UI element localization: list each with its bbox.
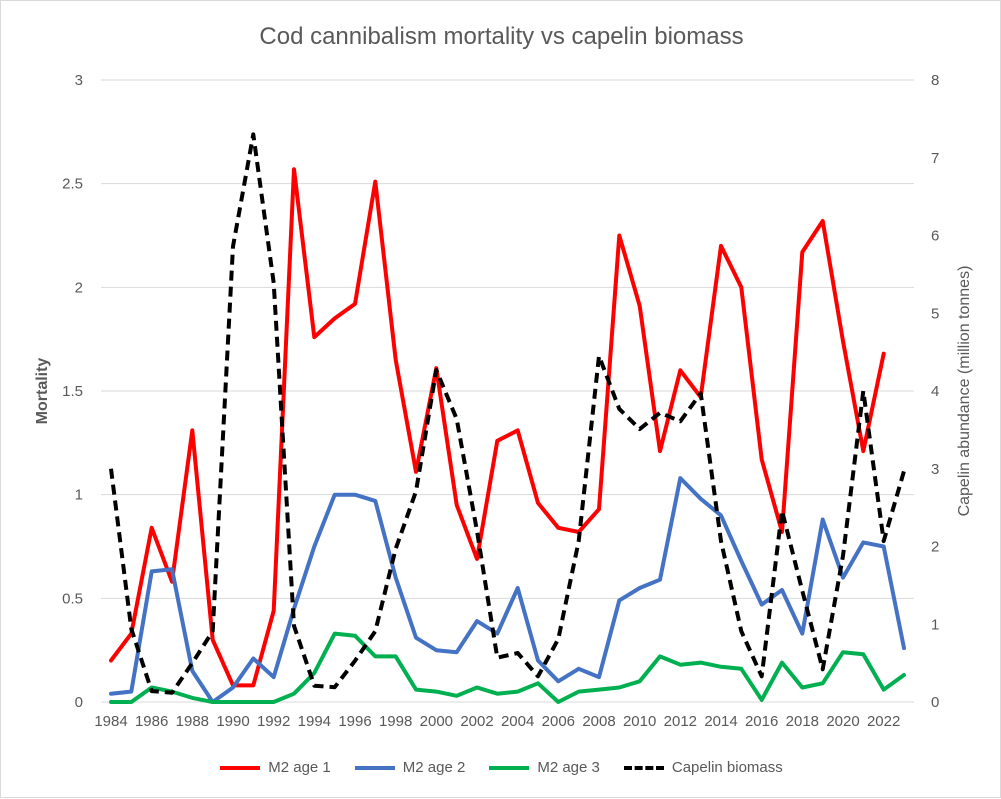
legend-item: Capelin biomass [624, 759, 783, 776]
y-tick-label: 0.5 [62, 590, 83, 607]
x-tick-label: 2008 [582, 713, 615, 730]
y2-tick-label: 3 [931, 461, 939, 478]
legend-swatch [355, 766, 395, 770]
y2-tick-label: 8 [931, 72, 939, 89]
x-tick-label: 2012 [664, 713, 697, 730]
x-tick-label: 2002 [460, 713, 493, 730]
legend-swatch [624, 766, 664, 770]
y2-tick-label: 1 [931, 616, 939, 633]
y-tick-label: 1.5 [62, 383, 83, 400]
legend: M2 age 1 M2 age 2 M2 age 3 Capelin biomass [1, 759, 1001, 776]
y-tick-label: 1 [75, 487, 83, 504]
x-tick-label: 2020 [826, 713, 859, 730]
y-tick-label: 2.5 [62, 176, 83, 193]
y2-tick-label: 6 [931, 228, 939, 245]
x-tick-label: 1998 [379, 713, 412, 730]
y2-tick-label: 5 [931, 305, 939, 322]
x-tick-label: 2000 [420, 713, 453, 730]
legend-swatch [220, 766, 260, 770]
y2-tick-label: 2 [931, 539, 939, 556]
y-tick-label: 2 [75, 279, 83, 296]
x-tick-label: 2016 [745, 713, 778, 730]
y2-tick-label: 7 [931, 150, 939, 167]
y-tick-label: 0 [75, 694, 83, 711]
x-tick-label: 1996 [338, 713, 371, 730]
x-tick-label: 2010 [623, 713, 656, 730]
x-tick-label: 1992 [257, 713, 290, 730]
x-tick-label: 1988 [176, 713, 209, 730]
legend-label: M2 age 3 [537, 759, 600, 776]
x-tick-label: 1990 [216, 713, 249, 730]
series-line-m2-age-1 [111, 169, 884, 685]
x-tick-label: 2022 [867, 713, 900, 730]
legend-item: M2 age 3 [489, 759, 600, 776]
legend-item: M2 age 2 [355, 759, 466, 776]
legend-item: M2 age 1 [220, 759, 331, 776]
y2-tick-label: 4 [931, 383, 939, 400]
legend-label: M2 age 2 [403, 759, 466, 776]
x-tick-label: 2004 [501, 713, 534, 730]
x-tick-label: 1984 [94, 713, 127, 730]
legend-label: Capelin biomass [672, 759, 783, 776]
x-tick-label: 2006 [542, 713, 575, 730]
legend-swatch [489, 766, 529, 770]
y-tick-label: 3 [75, 72, 83, 89]
x-tick-label: 2018 [786, 713, 819, 730]
x-tick-label: 2014 [704, 713, 737, 730]
legend-label: M2 age 1 [268, 759, 331, 776]
y2-tick-label: 0 [931, 694, 939, 711]
x-tick-label: 1994 [298, 713, 331, 730]
x-tick-label: 1986 [135, 713, 168, 730]
